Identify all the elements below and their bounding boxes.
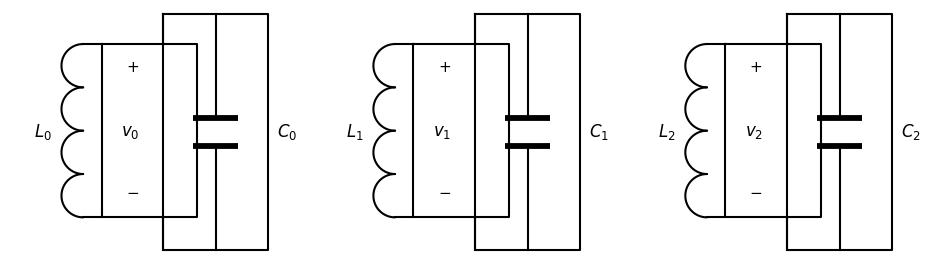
Text: $C_0$: $C_0$ bbox=[277, 122, 297, 142]
Text: +: + bbox=[750, 60, 763, 75]
Text: −: − bbox=[126, 186, 138, 201]
Text: $L_1$: $L_1$ bbox=[346, 122, 364, 142]
Text: +: + bbox=[438, 60, 450, 75]
Text: $v_0$: $v_0$ bbox=[121, 123, 139, 141]
Text: −: − bbox=[438, 186, 450, 201]
Text: +: + bbox=[126, 60, 138, 75]
Text: $C_2$: $C_2$ bbox=[901, 122, 920, 142]
Text: −: − bbox=[750, 186, 763, 201]
Text: $C_1$: $C_1$ bbox=[589, 122, 609, 142]
Text: $v_2$: $v_2$ bbox=[744, 123, 763, 141]
Text: $L_2$: $L_2$ bbox=[658, 122, 675, 142]
Text: $v_1$: $v_1$ bbox=[432, 123, 451, 141]
Text: $L_0$: $L_0$ bbox=[34, 122, 52, 142]
